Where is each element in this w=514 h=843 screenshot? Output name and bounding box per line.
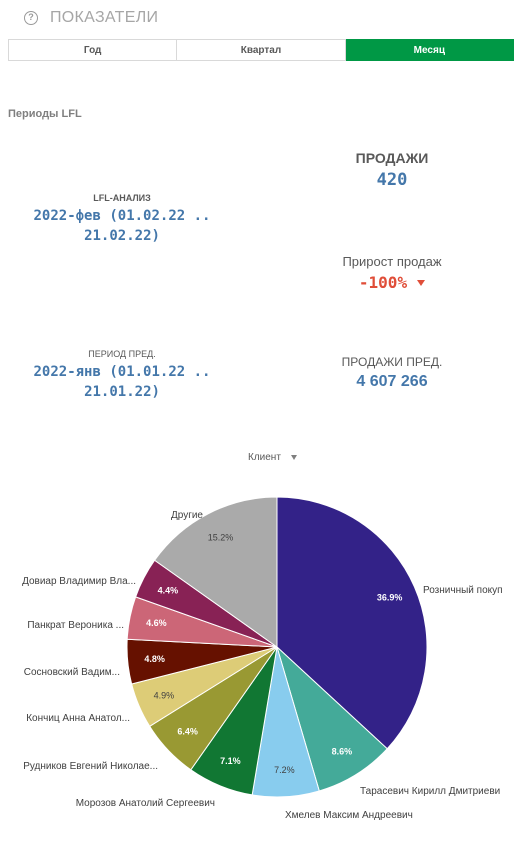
help-icon[interactable]: ? [24,11,38,25]
sheet-header: ? ПОКАЗАТЕЛИ [0,0,514,36]
dimension-selector[interactable]: Клиент [248,452,297,463]
prev-period-title: ПЕРИОД ПРЕД. [88,349,156,359]
lfl-period-line2: 21.02.22) [84,228,160,244]
dimension-label: Клиент [248,452,281,463]
slice-percent-label: 4.9% [154,690,175,700]
lfl-analysis-title: LFL-АНАЛИЗ [93,193,151,203]
slice-name-label: Розничный покуп [423,585,503,596]
prev-period-line2: 21.01.22) [84,384,160,400]
sales-title: ПРОДАЖИ [355,150,429,166]
slice-name-label: Хмелев Максим Андреевич [285,810,413,821]
slice-percent-label: 15.2% [208,533,234,543]
sales-kpi: ПРОДАЖИ 420 [322,150,462,190]
lfl-analysis-kpi: LFL-АНАЛИЗ 2022-фев (01.02.22 .. 21.02.2… [22,193,222,246]
slice-percent-label: 36.9% [377,593,403,603]
pie-chart: 36.9% Розничный покуп 8.6% Тарасевич Кирилл… [22,496,503,821]
growth-title: Прирост продаж [342,254,442,269]
growth-value: -100% [358,273,408,292]
slice-name-label: Кончиц Анна Анатол... [26,713,130,724]
period-tabs: Год Квартал Месяц [8,39,514,61]
sales-value: 420 [376,170,408,190]
sheet-title: ПОКАЗАТЕЛИ [50,9,159,26]
pie-slice[interactable] [153,496,278,648]
slice-name-label: Рудников Евгений Николае... [23,761,158,772]
prev-period-line1: 2022-янв (01.01.22 .. [33,364,211,380]
prev-sales-title: ПРОДАЖИ ПРЕД. [341,355,443,369]
slice-percent-label: 4.6% [146,618,167,628]
tab-year[interactable]: Год [8,39,178,61]
prev-sales-kpi: ПРОДАЖИ ПРЕД. 4 607 266 [312,355,472,391]
slice-percent-label: 7.2% [274,765,295,775]
pie-slice[interactable] [276,496,428,750]
slice-percent-label: 4.4% [158,585,179,595]
tab-quarter[interactable]: Квартал [177,39,346,61]
slice-name-label: Сосновский Вадим... [24,667,120,678]
slice-percent-label: 8.6% [332,747,353,757]
slice-percent-label: 7.1% [220,756,241,766]
slice-name-label: Тарасевич Кирилл Дмитриеви [360,786,500,797]
prev-sales-value: 4 607 266 [356,373,428,390]
down-arrow-icon [417,279,426,286]
section-label-lfl-periods: Периоды LFL [8,108,82,120]
prev-period-kpi: ПЕРИОД ПРЕД. 2022-янв (01.01.22 .. 21.01… [22,349,222,402]
slice-name-label: Морозов Анатолий Сергеевич [76,798,215,809]
tab-month[interactable]: Месяц [345,39,514,61]
slice-percent-label: 6.4% [177,727,198,737]
slice-name-label: Другие [171,510,203,521]
slice-name-label: Довиар Владимир Вла... [22,576,136,587]
chevron-down-icon[interactable] [290,455,297,460]
growth-value-wrap: -100% [358,273,426,292]
lfl-period-line1: 2022-фев (01.02.22 .. [33,208,211,224]
slice-percent-label: 4.8% [144,654,165,664]
sales-growth-kpi: Прирост продаж -100% [322,254,462,293]
slice-name-label: Панкрат Вероника ... [27,620,124,631]
